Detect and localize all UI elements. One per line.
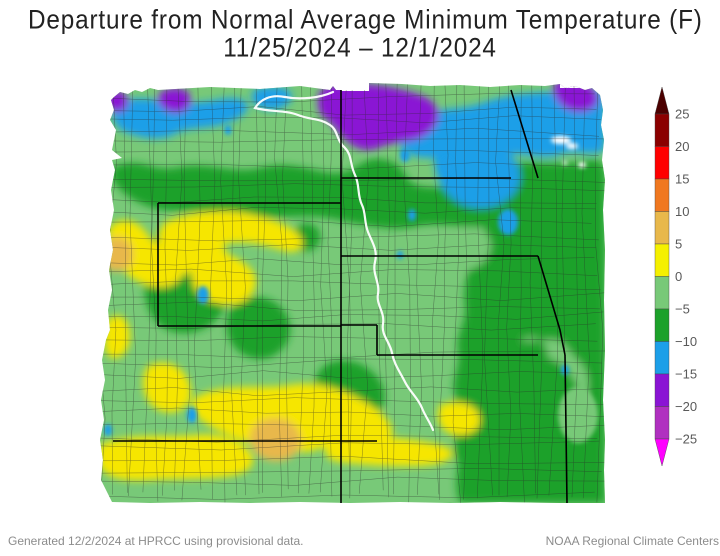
svg-text:25: 25 — [675, 107, 689, 122]
svg-text:−10: −10 — [675, 334, 697, 349]
svg-text:−25: −25 — [675, 432, 697, 447]
svg-text:20: 20 — [675, 139, 689, 154]
svg-text:−20: −20 — [675, 399, 697, 414]
svg-text:10: 10 — [675, 204, 689, 219]
svg-text:−15: −15 — [675, 367, 697, 382]
svg-text:15: 15 — [675, 172, 689, 187]
svg-text:−5: −5 — [675, 302, 690, 317]
svg-text:5: 5 — [675, 237, 682, 252]
svg-text:0: 0 — [675, 269, 682, 284]
